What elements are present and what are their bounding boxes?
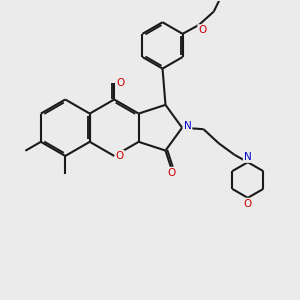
Text: O: O	[116, 151, 124, 161]
Text: O: O	[167, 168, 176, 178]
Text: O: O	[244, 199, 252, 209]
Text: O: O	[117, 78, 125, 88]
Text: N: N	[184, 121, 191, 131]
Text: O: O	[198, 25, 207, 35]
Text: N: N	[244, 152, 252, 162]
